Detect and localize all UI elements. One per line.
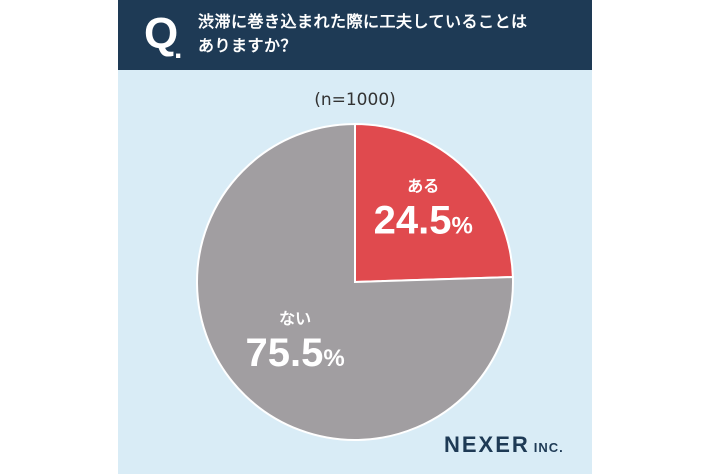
- pie-chart: ある 24.5% ない 75.5%: [196, 122, 514, 441]
- q-mark: Q: [144, 9, 179, 58]
- slice-category-label: ある: [407, 177, 439, 196]
- pie-slice-nai: [196, 122, 514, 441]
- chart-card: Q . 渋滞に巻き込まれた際に工夫していることは ありますか？ (n=1000)…: [118, 0, 592, 474]
- sample-size-label: (n=1000): [314, 90, 396, 110]
- slice-value-label: 75.5%: [246, 331, 345, 375]
- question-line-2: ありますか？: [198, 36, 298, 55]
- q-dot: .: [174, 32, 183, 65]
- pie-slice-aru: [354, 122, 514, 284]
- question-line-1: 渋滞に巻き込まれた際に工夫していることは: [198, 12, 528, 31]
- slice-value-label: 24.5%: [374, 199, 473, 243]
- logo-text: NEXER: [444, 432, 530, 457]
- slice-category-label: ない: [279, 309, 311, 328]
- question-header: Q . 渋滞に巻き込まれた際に工夫していることは ありますか？: [118, 0, 592, 70]
- question-text: 渋滞に巻き込まれた際に工夫していることは ありますか？: [198, 10, 578, 58]
- company-logo: NEXER INC.: [444, 432, 564, 458]
- logo-suffix: INC.: [533, 440, 564, 455]
